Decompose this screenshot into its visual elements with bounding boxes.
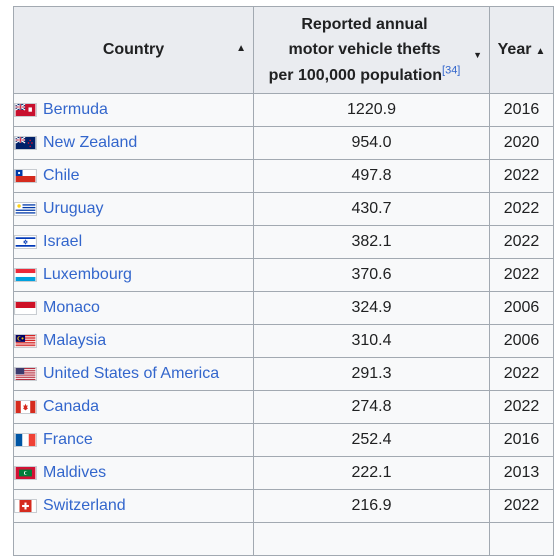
uruguay-flag-icon <box>14 202 37 216</box>
rate-cell: 291.3 <box>253 357 490 391</box>
switzerland-flag-icon <box>14 499 37 513</box>
rate-cell: 252.4 <box>253 423 490 457</box>
country-link[interactable]: Switzerland <box>43 497 126 514</box>
year-cell: 2022 <box>489 225 554 259</box>
country-link[interactable]: New Zealand <box>43 134 138 151</box>
country-cell: Bermuda <box>13 93 254 127</box>
column-header-label: Reported annual <box>301 15 428 33</box>
rate-cell: 497.8 <box>253 159 490 193</box>
country-link[interactable]: United States of America <box>43 365 220 382</box>
header-row: Country ▲ Reported annual motor vehicle … <box>13 6 554 94</box>
country-cell: Monaco <box>13 291 254 325</box>
year-cell: 2006 <box>489 324 554 358</box>
new-zealand-flag-icon <box>14 136 37 150</box>
luxembourg-flag-icon <box>14 268 37 282</box>
year-cell: 2016 <box>489 423 554 457</box>
year-cell: 2022 <box>489 489 554 523</box>
year-cell: 2016 <box>489 93 554 127</box>
country-link[interactable]: Maldives <box>43 464 107 481</box>
column-header-year[interactable]: Year ▲︎ <box>489 6 554 94</box>
country-link[interactable]: Chile <box>43 167 80 184</box>
year-cell: 2013 <box>489 456 554 490</box>
rate-cell <box>253 522 490 556</box>
country-cell: Israel <box>13 225 254 259</box>
theft-rate-table: Country ▲ Reported annual motor vehicle … <box>13 6 554 556</box>
rate-cell: 274.8 <box>253 390 490 424</box>
reference-link[interactable]: [34] <box>442 64 461 77</box>
country-link[interactable]: Israel <box>43 233 83 250</box>
country-cell: New Zealand <box>13 126 254 160</box>
country-cell: Maldives <box>13 456 254 490</box>
column-header-label: Country <box>102 41 165 58</box>
rate-cell: 216.9 <box>253 489 490 523</box>
sort-both-icon[interactable]: ▲︎ <box>535 46 546 57</box>
table-row: Monaco 324.9 2006 <box>13 291 554 325</box>
israel-flag-icon <box>14 235 37 249</box>
table-row: Uruguay 430.7 2022 <box>13 192 554 226</box>
country-cell: Uruguay <box>13 192 254 226</box>
table-row: Bermuda 1220.9 2016 <box>13 93 554 127</box>
column-header-label: Year <box>497 41 532 58</box>
table-body: Bermuda 1220.9 2016 New Zealand 954.0 2020 Chi… <box>13 93 554 556</box>
country-cell: France <box>13 423 254 457</box>
chile-flag-icon <box>14 169 37 183</box>
table-row: Luxembourg 370.6 2022 <box>13 258 554 292</box>
year-cell: 2022 <box>489 159 554 193</box>
year-cell: 2022 <box>489 390 554 424</box>
column-header-label: motor vehicle thefts <box>288 41 441 59</box>
country-link[interactable]: Malaysia <box>43 332 107 349</box>
year-cell: 2020 <box>489 126 554 160</box>
country-link[interactable]: Bermuda <box>43 101 108 118</box>
usa-flag-icon <box>14 367 37 381</box>
sort-descending-icon[interactable]: ▼ <box>473 50 482 60</box>
monaco-flag-icon <box>14 301 37 315</box>
table-row <box>13 522 554 556</box>
year-cell: 2006 <box>489 291 554 325</box>
country-link[interactable]: France <box>43 431 93 448</box>
country-link[interactable]: Monaco <box>43 299 100 316</box>
country-cell <box>13 522 254 556</box>
year-cell: 2022 <box>489 258 554 292</box>
country-cell: Switzerland <box>13 489 254 523</box>
rate-cell: 310.4 <box>253 324 490 358</box>
table-row: Chile 497.8 2022 <box>13 159 554 193</box>
year-cell: 2022 <box>489 357 554 391</box>
country-cell: United States of America <box>13 357 254 391</box>
table-row: France 252.4 2016 <box>13 423 554 457</box>
column-header-country[interactable]: Country ▲ <box>13 6 254 94</box>
table-row: Israel 382.1 2022 <box>13 225 554 259</box>
rate-cell: 382.1 <box>253 225 490 259</box>
country-link[interactable]: Canada <box>43 398 100 415</box>
rate-cell: 370.6 <box>253 258 490 292</box>
malaysia-flag-icon <box>14 334 37 348</box>
sort-both-icon[interactable]: ▲ <box>236 43 246 54</box>
year-cell <box>489 522 554 556</box>
table-row: New Zealand 954.0 2020 <box>13 126 554 160</box>
country-cell: Chile <box>13 159 254 193</box>
table-row: United States of America 291.3 2022 <box>13 357 554 391</box>
canada-flag-icon <box>14 400 37 414</box>
rate-cell: 430.7 <box>253 192 490 226</box>
rate-cell: 222.1 <box>253 456 490 490</box>
rate-cell: 1220.9 <box>253 93 490 127</box>
maldives-flag-icon <box>14 466 37 480</box>
country-cell: Malaysia <box>13 324 254 358</box>
table-row: Switzerland 216.9 2022 <box>13 489 554 523</box>
france-flag-icon <box>14 433 37 447</box>
country-cell: Canada <box>13 390 254 424</box>
country-link[interactable]: Luxembourg <box>43 266 132 283</box>
rate-cell: 324.9 <box>253 291 490 325</box>
bermuda-flag-icon <box>14 103 37 117</box>
rate-cell: 954.0 <box>253 126 490 160</box>
country-link[interactable]: Uruguay <box>43 200 104 217</box>
table-row: Canada 274.8 2022 <box>13 390 554 424</box>
year-cell: 2022 <box>489 192 554 226</box>
column-header-label: per 100,000 population <box>268 66 443 84</box>
country-cell: Luxembourg <box>13 258 254 292</box>
table-row: Maldives 222.1 2013 <box>13 456 554 490</box>
column-header-rate[interactable]: Reported annual motor vehicle thefts per… <box>253 6 490 94</box>
table-row: Malaysia 310.4 2006 <box>13 324 554 358</box>
